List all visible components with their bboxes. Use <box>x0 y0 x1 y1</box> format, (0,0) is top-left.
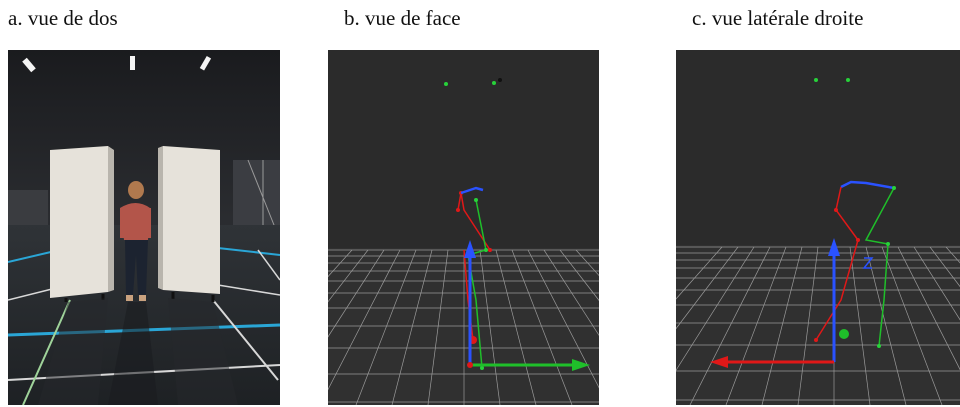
panel-c: c. vue latérale droite <box>676 0 960 407</box>
panel-b: b. vue de face <box>328 0 599 407</box>
photo-back-view <box>8 50 280 405</box>
caption-c: c. vue latérale droite <box>692 6 864 30</box>
viewport-lateral <box>676 50 960 405</box>
caption-a: a. vue de dos <box>8 6 118 30</box>
skeleton-left-leg-lateral <box>864 187 895 347</box>
caption-b: b. vue de face <box>344 6 461 30</box>
floor-grid <box>328 249 599 405</box>
panel-a: a. vue de dos <box>8 0 280 407</box>
viewport-front <box>328 50 599 405</box>
floor-grid-lateral <box>676 246 960 405</box>
